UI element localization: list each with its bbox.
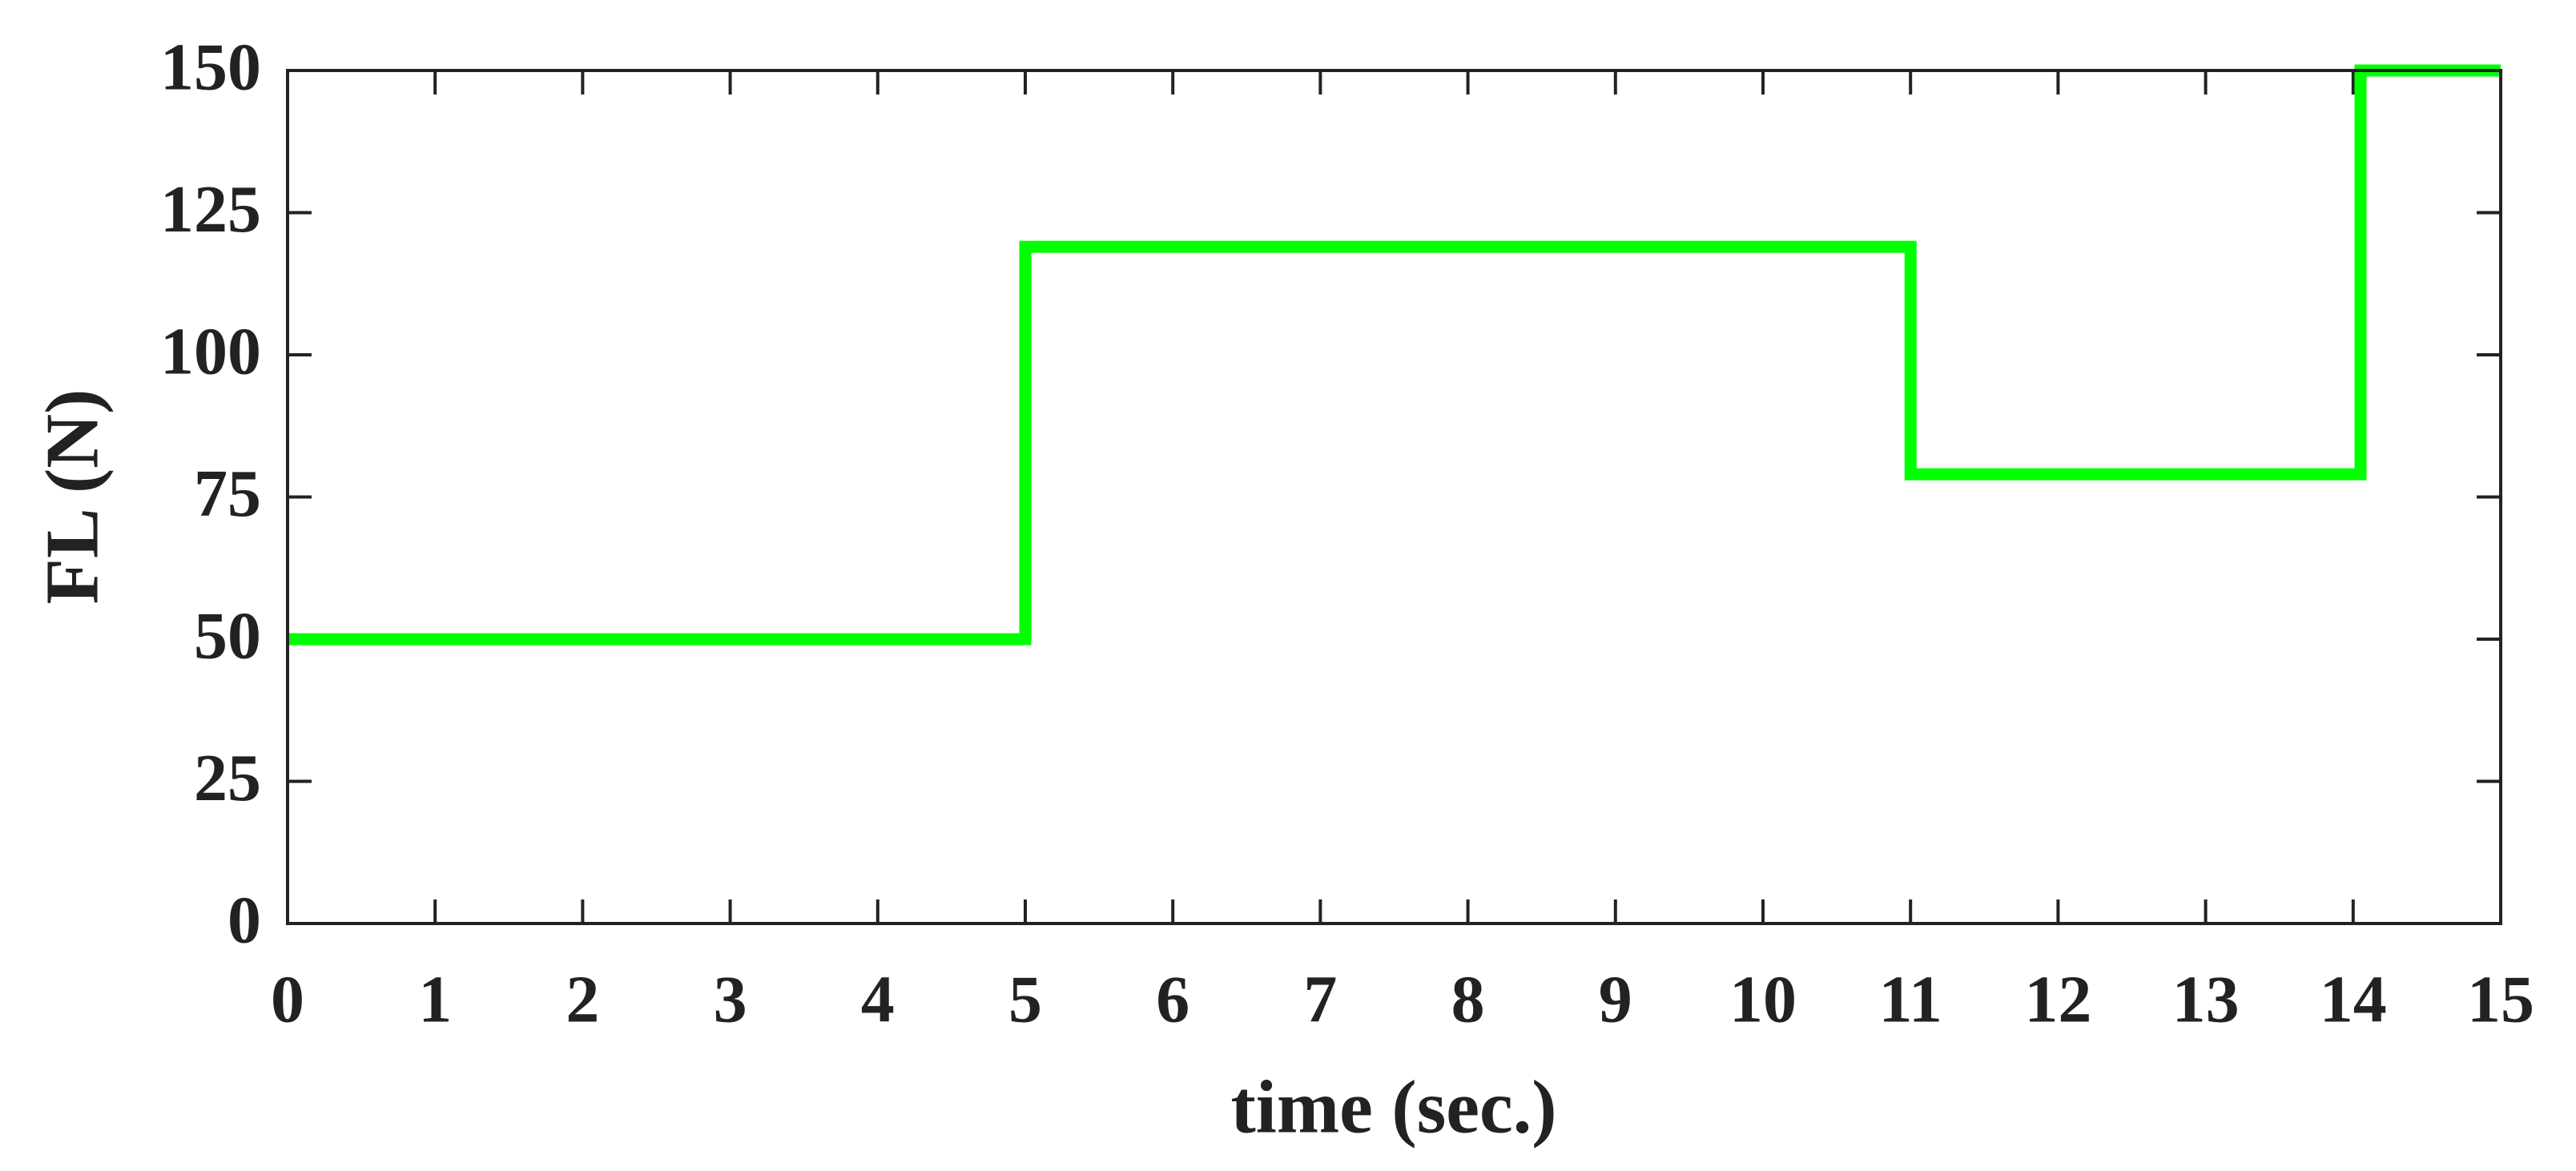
- x-tick-label: 14: [2320, 962, 2387, 1036]
- x-tick-label: 12: [2024, 962, 2091, 1036]
- plot-frame: [286, 69, 2502, 925]
- x-tick-label: 3: [714, 962, 747, 1036]
- y-tick-label: 125: [160, 172, 261, 247]
- x-tick-label: 5: [1008, 962, 1042, 1036]
- x-axis-label: time (sec.): [1230, 1066, 1556, 1149]
- y-tick-label: 0: [227, 883, 261, 957]
- y-tick-label: 25: [194, 741, 261, 815]
- x-tick-label: 0: [271, 962, 304, 1036]
- y-axis-label: FL (N): [31, 389, 115, 605]
- line-series: [288, 64, 2501, 646]
- x-tick-label: 8: [1451, 962, 1485, 1036]
- x-tick-label: 6: [1156, 962, 1189, 1036]
- x-tick-label: 11: [1879, 962, 1942, 1036]
- y-tick-label: 50: [194, 598, 261, 673]
- x-tick-label: 13: [2172, 962, 2240, 1036]
- y-tick-label: 150: [160, 30, 261, 104]
- x-tick-label: 7: [1303, 962, 1337, 1036]
- y-tick-label: 75: [194, 457, 261, 531]
- x-tick-label: 15: [2467, 962, 2534, 1036]
- x-tick-label: 1: [418, 962, 452, 1036]
- y-tick-label: 100: [160, 314, 261, 388]
- x-tick-label: 10: [1729, 962, 1797, 1036]
- x-tick-label: 4: [861, 962, 895, 1036]
- x-tick-label: 2: [566, 962, 599, 1036]
- x-tick-label: 9: [1599, 962, 1632, 1036]
